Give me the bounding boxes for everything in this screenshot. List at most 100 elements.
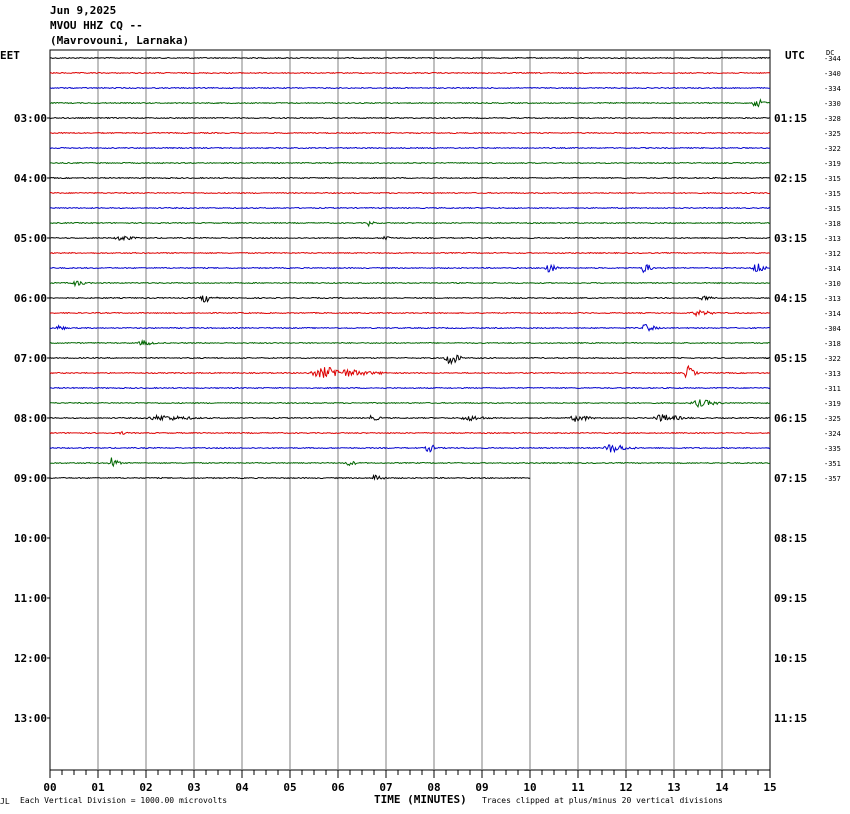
dc-offset-label: -357 <box>824 475 841 483</box>
right-hour-label: 09:15 <box>774 592 807 605</box>
x-tick-label: 01 <box>91 781 105 794</box>
plot-frame <box>49 49 771 771</box>
dc-offset-label: -315 <box>824 205 841 213</box>
right-hour-label: 05:15 <box>774 352 807 365</box>
clip-note: Traces clipped at plus/minus 20 vertical… <box>482 796 723 805</box>
dc-offset-label: -318 <box>824 220 841 228</box>
seismic-trace <box>49 280 771 288</box>
seismic-trace <box>49 176 771 180</box>
seismic-trace <box>49 473 531 481</box>
seismic-trace <box>49 71 771 75</box>
seismic-trace <box>49 324 771 332</box>
right-hour-label: 03:15 <box>774 232 807 245</box>
x-tick-label: 02 <box>139 781 152 794</box>
seismic-trace <box>49 338 771 346</box>
dc-offset-label: -313 <box>824 295 841 303</box>
left-hour-label: 13:00 <box>14 712 47 725</box>
dc-offset-label: -324 <box>824 430 841 438</box>
x-tick-label: 15 <box>763 781 776 794</box>
right-hour-label: 11:15 <box>774 712 807 725</box>
seismic-trace <box>49 191 771 195</box>
dc-offset-label: -330 <box>824 100 841 108</box>
left-hour-label: 11:00 <box>14 592 47 605</box>
seismic-trace <box>49 399 771 409</box>
x-tick-label: 11 <box>571 781 585 794</box>
left-hour-label: 12:00 <box>14 652 47 665</box>
seismic-trace <box>49 86 771 90</box>
seismic-trace <box>49 146 771 150</box>
dc-offset-label: -335 <box>824 445 841 453</box>
seismic-trace <box>49 56 771 60</box>
dc-offset-label: -313 <box>824 235 841 243</box>
right-hour-label: 06:15 <box>774 412 807 425</box>
seismic-trace <box>49 131 771 135</box>
dc-offset-label: -325 <box>824 415 841 423</box>
dc-offset-label: -351 <box>824 460 841 468</box>
left-hour-label: 08:00 <box>14 412 47 425</box>
dc-offset-label: -340 <box>824 70 841 78</box>
dc-offset-label: -319 <box>824 160 841 168</box>
dc-offset-label: -315 <box>824 175 841 183</box>
x-tick-label: 14 <box>715 781 729 794</box>
dc-offset-label: -328 <box>824 115 841 123</box>
x-tick-label: 07 <box>379 781 392 794</box>
dc-label: DC <box>826 49 835 57</box>
header-station: MVOU HHZ CQ -- <box>50 19 143 32</box>
seismic-trace <box>49 116 771 120</box>
seismic-trace <box>49 98 771 108</box>
seismic-trace <box>49 263 771 274</box>
x-tick-label: 05 <box>283 781 296 794</box>
seismic-trace <box>49 430 771 435</box>
x-tick-label: 12 <box>619 781 632 794</box>
left-hour-label: 03:00 <box>14 112 47 125</box>
dc-offset-label: -312 <box>824 250 841 258</box>
dc-offset-label: -322 <box>824 145 841 153</box>
x-tick-label: 09 <box>475 781 488 794</box>
left-hour-label: 05:00 <box>14 232 47 245</box>
left-hour-label: 09:00 <box>14 472 47 485</box>
seismic-trace <box>49 309 771 318</box>
x-tick-label: 00 <box>43 781 56 794</box>
seismic-trace <box>49 386 771 390</box>
left-hour-label: 04:00 <box>14 172 47 185</box>
x-tick-label: 10 <box>523 781 536 794</box>
seismic-trace <box>49 457 771 468</box>
left-hour-label: 10:00 <box>14 532 47 545</box>
seismic-trace <box>49 413 771 423</box>
x-tick-label: 13 <box>667 781 680 794</box>
dc-offset-label: -322 <box>824 355 841 363</box>
x-tick-label: 04 <box>235 781 249 794</box>
right-hour-label: 10:15 <box>774 652 807 665</box>
seismic-trace <box>49 220 771 228</box>
right-hour-label: 07:15 <box>774 472 807 485</box>
dc-offset-label: -311 <box>824 385 841 393</box>
seismic-trace <box>49 235 771 242</box>
corner-mark: JL <box>0 797 10 806</box>
dc-offset-label: -319 <box>824 400 841 408</box>
seismic-trace <box>49 444 771 454</box>
right-hour-label: 01:15 <box>774 112 807 125</box>
header-location: (Mavrovouni, Larnaka) <box>50 34 190 47</box>
scale-note: Each Vertical Division = 1000.00 microvo… <box>20 796 228 805</box>
dc-offset-label: -318 <box>824 340 841 348</box>
seismic-trace <box>49 295 771 303</box>
left-hour-label: 06:00 <box>14 292 47 305</box>
right-timezone-label: UTC <box>785 49 805 62</box>
seismic-trace <box>49 251 771 255</box>
dc-offset-label: -310 <box>824 280 841 288</box>
dc-offset-label: -325 <box>824 130 841 138</box>
dc-offset-label: -334 <box>824 85 841 93</box>
dc-offset-label: -314 <box>824 310 841 318</box>
seismic-trace <box>49 364 771 379</box>
dc-offset-label: -315 <box>824 190 841 198</box>
x-axis-title: TIME (MINUTES) <box>374 793 467 806</box>
x-tick-label: 08 <box>427 781 440 794</box>
right-hour-label: 08:15 <box>774 532 807 545</box>
seismic-trace <box>49 354 771 366</box>
dc-offset-label: -304 <box>824 325 841 333</box>
seismic-trace <box>49 161 771 165</box>
x-tick-label: 03 <box>187 781 200 794</box>
right-hour-label: 02:15 <box>774 172 807 185</box>
header-date: Jun 9,2025 <box>50 4 117 17</box>
